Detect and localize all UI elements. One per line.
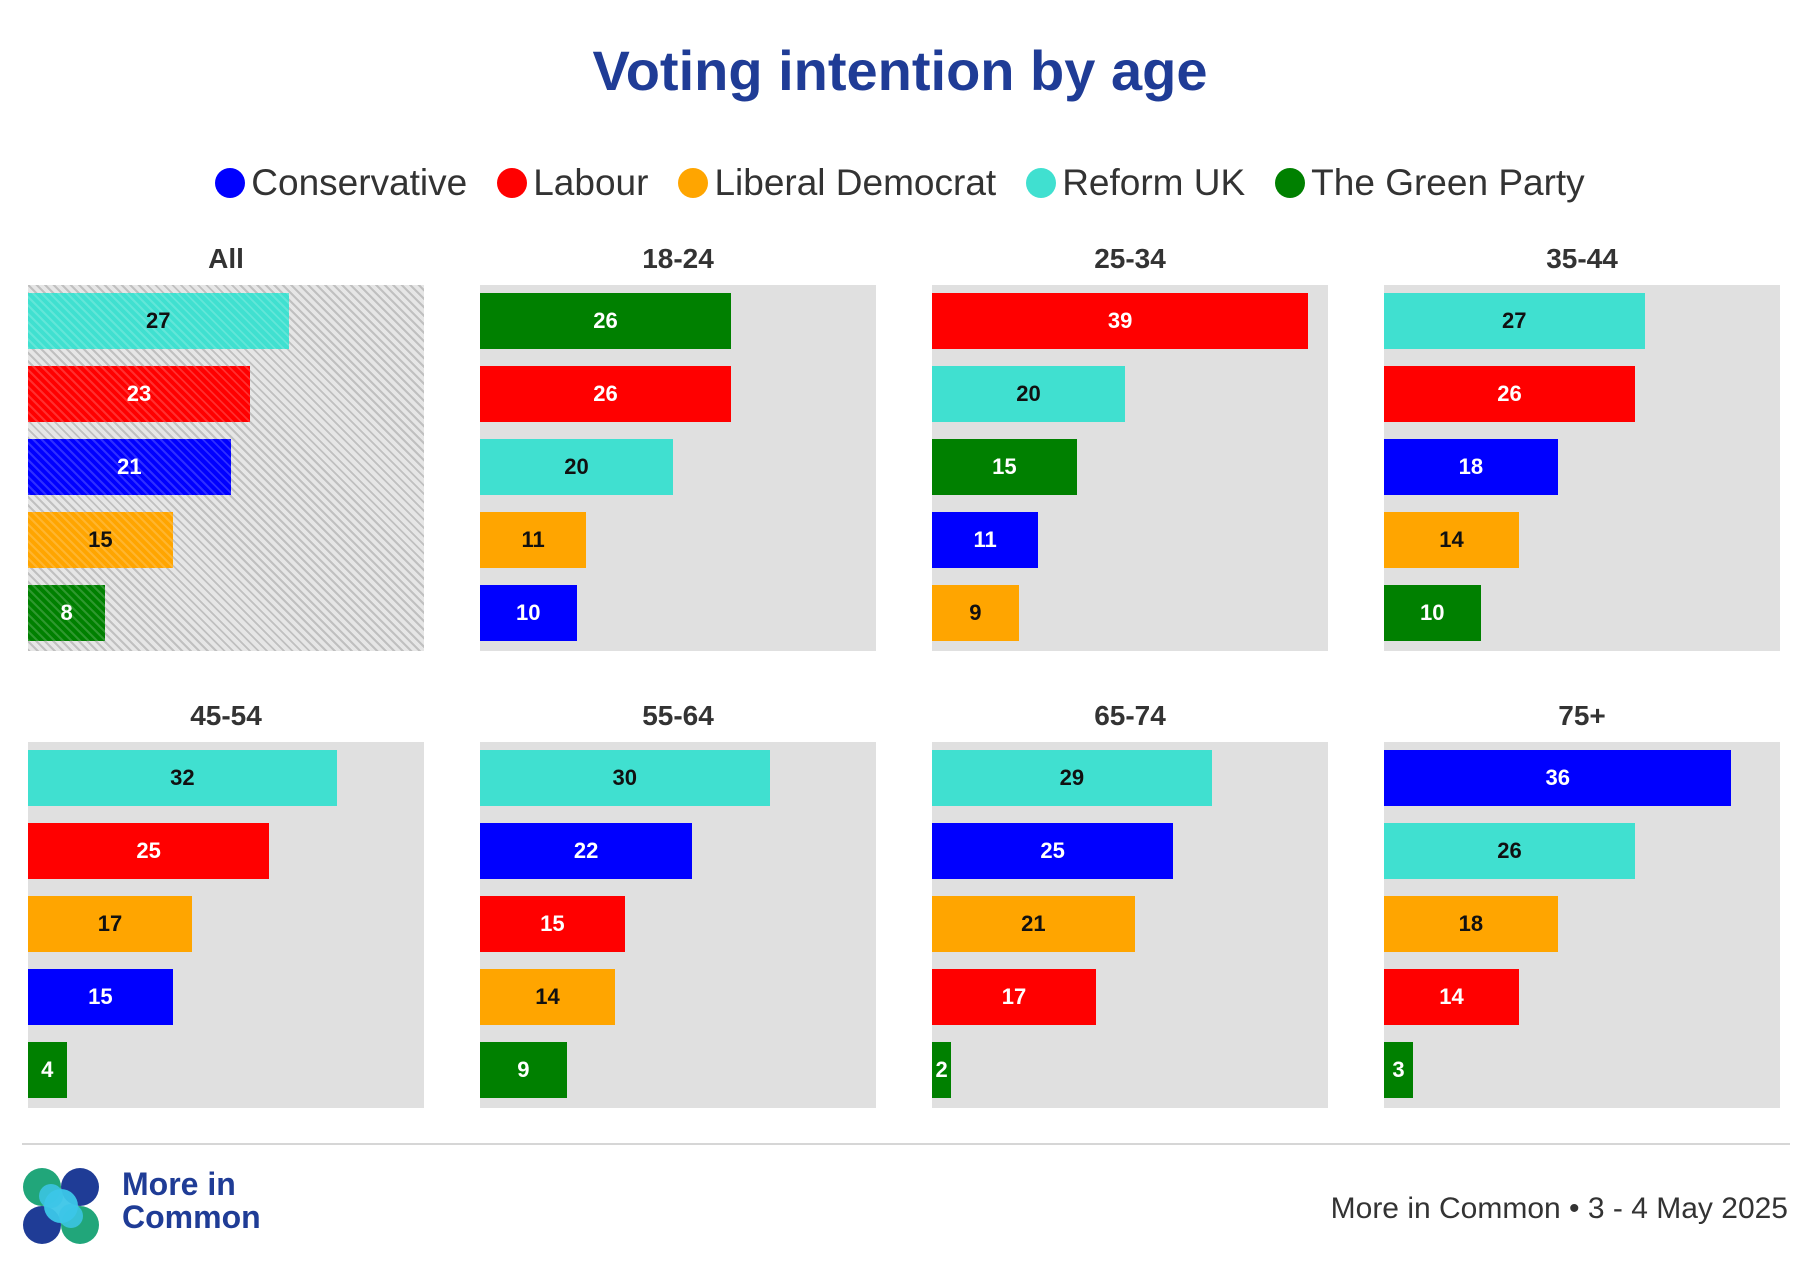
panel-25-34: 25-34 39 20 15 11 9 <box>932 243 1328 653</box>
bar-conservative: 21 <box>28 439 231 495</box>
bar-the-green-party: 10 <box>1384 585 1481 641</box>
legend-item-conservative: Conservative <box>215 162 467 204</box>
legend-label: Liberal Democrat <box>714 162 997 203</box>
plot-area: 27 26 18 14 10 <box>1384 285 1780 651</box>
more-in-common-logo <box>23 1168 99 1244</box>
panel-title: 75+ <box>1558 700 1606 731</box>
bar-liberal-democrat: 11 <box>480 512 587 568</box>
bar-the-green-party: 3 <box>1384 1042 1413 1098</box>
legend-item-labour: Labour <box>497 162 648 204</box>
panel-title: 55-64 <box>642 700 714 731</box>
legend-label: The Green Party <box>1311 162 1585 203</box>
plot-area: 30 22 15 14 9 <box>480 742 876 1108</box>
bar-conservative: 11 <box>932 512 1039 568</box>
plot-area: 27 23 21 15 8 <box>28 285 424 651</box>
bar-liberal-democrat: 17 <box>28 896 193 952</box>
bar-liberal-democrat: 21 <box>932 896 1135 952</box>
plot-area: 36 26 18 14 3 <box>1384 742 1780 1108</box>
legend-swatch <box>215 168 246 198</box>
bar-reform-uk: 32 <box>28 750 337 806</box>
bar-the-green-party: 2 <box>932 1042 952 1098</box>
bar-reform-uk: 30 <box>480 750 770 806</box>
panel-title: 65-74 <box>1094 700 1166 731</box>
panel-title: 18-24 <box>642 243 714 274</box>
bar-labour: 26 <box>480 366 731 422</box>
legend-swatch <box>678 168 709 198</box>
brand-line-1: More in <box>122 1166 236 1202</box>
bar-reform-uk: 27 <box>28 293 289 349</box>
legend-swatch <box>497 168 528 198</box>
bar-reform-uk: 29 <box>932 750 1212 806</box>
bar-labour: 17 <box>932 969 1097 1025</box>
panel-title: 45-54 <box>190 700 262 731</box>
bar-reform-uk: 27 <box>1384 293 1645 349</box>
bar-conservative: 22 <box>480 823 693 879</box>
bar-labour: 23 <box>28 366 250 422</box>
panel-all: All 27 23 21 15 8 <box>28 243 424 653</box>
bar-conservative: 15 <box>28 969 173 1025</box>
legend-swatch <box>1275 168 1306 198</box>
bar-the-green-party: 26 <box>480 293 731 349</box>
legend-item-the-green-party: The Green Party <box>1275 162 1585 204</box>
panel-18-24: 18-24 26 26 20 11 10 <box>480 243 876 653</box>
bar-liberal-democrat: 15 <box>28 512 173 568</box>
legend-label: Conservative <box>251 162 468 203</box>
bar-liberal-democrat: 18 <box>1384 896 1558 952</box>
panel-65-74: 65-74 29 25 21 17 2 <box>932 700 1328 1110</box>
panel-45-54: 45-54 32 25 17 15 4 <box>28 700 424 1110</box>
plot-area: 39 20 15 11 9 <box>932 285 1328 651</box>
bar-the-green-party: 8 <box>28 585 106 641</box>
bar-reform-uk: 26 <box>1384 823 1635 879</box>
bar-conservative: 25 <box>932 823 1174 879</box>
panel-title: 35-44 <box>1546 243 1618 274</box>
legend-swatch <box>1026 168 1057 198</box>
panel-title: 25-34 <box>1094 243 1166 274</box>
panel-35-44: 35-44 27 26 18 14 10 <box>1384 243 1780 653</box>
bar-labour: 26 <box>1384 366 1635 422</box>
legend: Conservative Labour Liberal Democrat Reform… <box>0 162 1800 204</box>
bar-labour: 25 <box>28 823 270 879</box>
bar-conservative: 36 <box>1384 750 1732 806</box>
bar-the-green-party: 9 <box>480 1042 567 1098</box>
bar-the-green-party: 15 <box>932 439 1077 495</box>
plot-area: 32 25 17 15 4 <box>28 742 424 1108</box>
panel-title: All <box>208 243 244 274</box>
footer-divider <box>22 1143 1790 1145</box>
brand-line-2: Common <box>122 1199 261 1235</box>
bar-reform-uk: 20 <box>480 439 673 495</box>
legend-label: Labour <box>533 162 649 203</box>
source-note: More in Common • 3 - 4 May 2025 <box>1330 1192 1788 1225</box>
bar-the-green-party: 4 <box>28 1042 67 1098</box>
bar-conservative: 18 <box>1384 439 1558 495</box>
panel-55-64: 55-64 30 22 15 14 9 <box>480 700 876 1110</box>
panel-75-: 75+ 36 26 18 14 3 <box>1384 700 1780 1110</box>
brand-wordmark: More in Common <box>122 1168 261 1234</box>
bar-liberal-democrat: 14 <box>1384 512 1520 568</box>
bar-liberal-democrat: 14 <box>480 969 616 1025</box>
legend-label: Reform UK <box>1062 162 1246 203</box>
legend-item-liberal-democrat: Liberal Democrat <box>678 162 996 204</box>
legend-item-reform-uk: Reform UK <box>1026 162 1245 204</box>
bar-labour: 39 <box>932 293 1309 349</box>
plot-area: 26 26 20 11 10 <box>480 285 876 651</box>
bar-liberal-democrat: 9 <box>932 585 1019 641</box>
chart-title: Voting intention by age <box>592 39 1208 102</box>
bar-reform-uk: 20 <box>932 366 1125 422</box>
plot-area: 29 25 21 17 2 <box>932 742 1328 1108</box>
bar-labour: 14 <box>1384 969 1520 1025</box>
bar-labour: 15 <box>480 896 625 952</box>
bar-conservative: 10 <box>480 585 577 641</box>
